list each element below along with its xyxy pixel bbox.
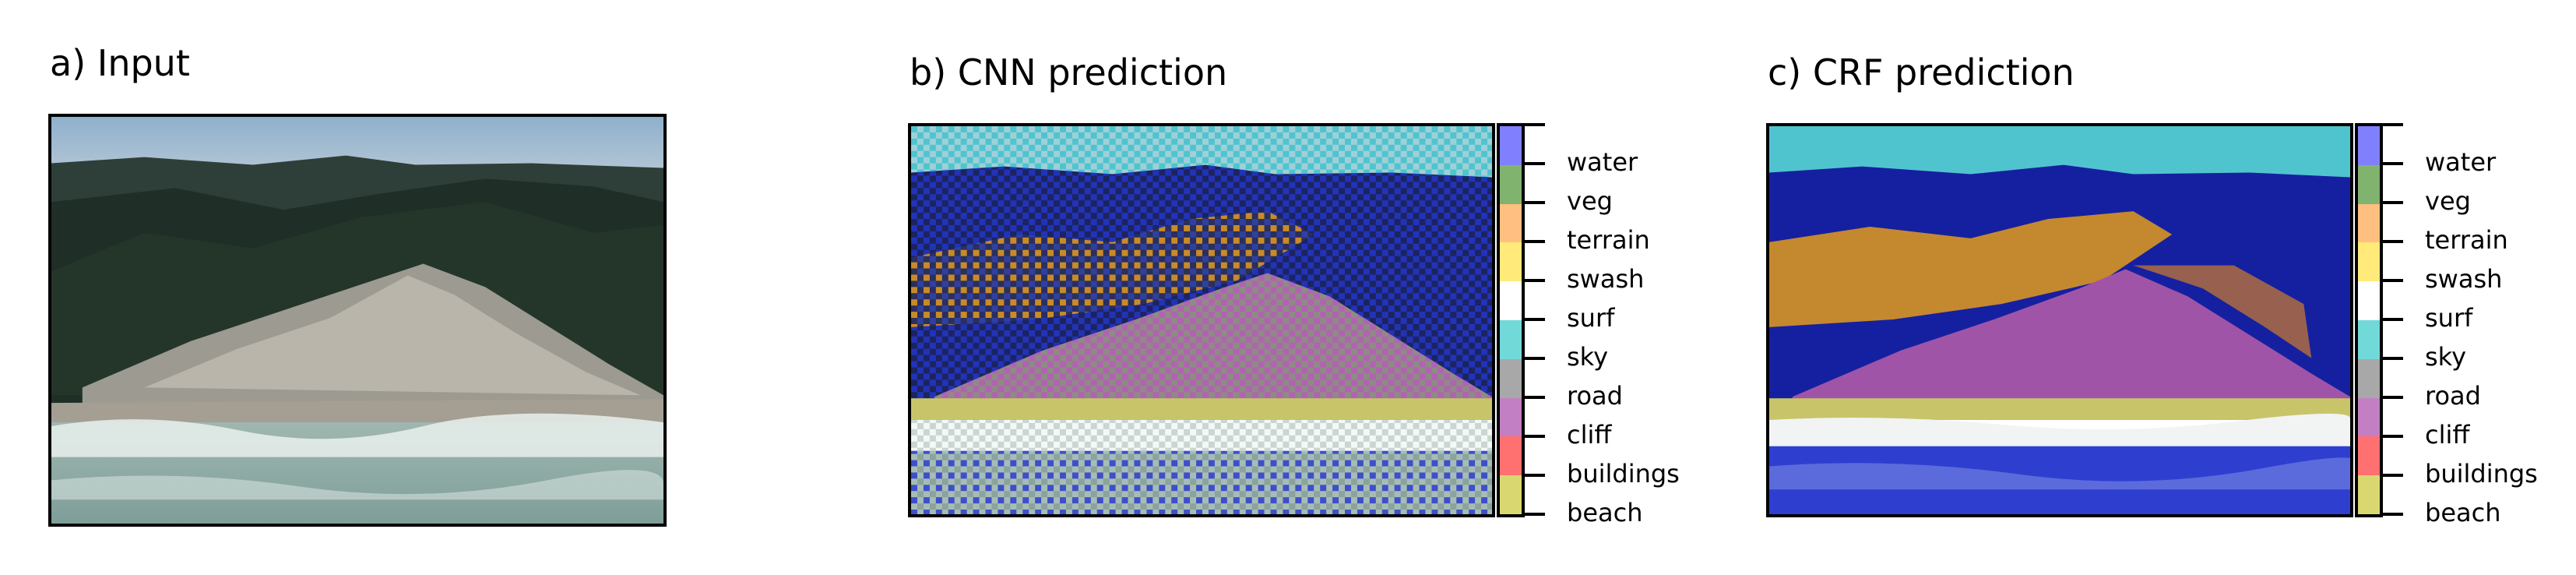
crf-colorbar-ticks: water veg terrain swash surf sky road cl…: [2383, 123, 2570, 527]
cnn-label-buildings: buildings: [1567, 459, 1680, 489]
cnn-swatch-veg: [1500, 164, 1522, 204]
crf-label-swash: swash: [2425, 264, 2503, 294]
crf-swatch-sky: [2358, 319, 2380, 359]
crf-label-sky: sky: [2425, 342, 2466, 372]
cnn-prediction-image: [908, 123, 1495, 517]
crf-label-terrain: terrain: [2425, 225, 2508, 255]
cnn-swatch-swash: [1500, 242, 1522, 282]
cnn-swatch-water: [1500, 126, 1522, 165]
crf-prediction-image: [1766, 123, 2353, 517]
crf-swatch-cliff: [2358, 397, 2380, 437]
cnn-label-sky: sky: [1567, 342, 1608, 372]
cnn-swatch-surf: [1500, 281, 1522, 320]
cnn-label-beach: beach: [1567, 498, 1643, 527]
cnn-colorbar: [1497, 123, 1525, 517]
crf-label-surf: surf: [2425, 303, 2473, 333]
cnn-label-cliff: cliff: [1567, 420, 1612, 450]
crf-swatch-terrain: [2358, 203, 2380, 243]
crf-label-beach: beach: [2425, 498, 2501, 527]
input-photo: [48, 114, 667, 527]
crf-label-veg: veg: [2425, 186, 2471, 216]
cnn-label-water: water: [1567, 147, 1638, 177]
crf-swatch-beach: [2358, 475, 2380, 514]
crf-swatch-surf: [2358, 281, 2380, 320]
panel-a-title: a) Input: [50, 42, 190, 84]
crf-label-water: water: [2425, 147, 2497, 177]
cnn-colorbar-ticks: water veg terrain swash surf sky road cl…: [1525, 123, 1712, 527]
panel-c-title: c) CRF prediction: [1768, 51, 2075, 93]
cnn-swatch-beach: [1500, 475, 1522, 514]
cnn-label-veg: veg: [1567, 186, 1613, 216]
cnn-label-road: road: [1567, 381, 1623, 411]
crf-label-road: road: [2425, 381, 2481, 411]
crf-label-cliff: cliff: [2425, 420, 2470, 450]
cnn-swatch-road: [1500, 358, 1522, 398]
crf-swatch-buildings: [2358, 436, 2380, 476]
crf-swatch-swash: [2358, 242, 2380, 282]
panel-b-title: b) CNN prediction: [910, 51, 1228, 93]
cnn-swatch-buildings: [1500, 436, 1522, 476]
crf-swatch-road: [2358, 358, 2380, 398]
crf-label-buildings: buildings: [2425, 459, 2538, 489]
crf-swatch-veg: [2358, 164, 2380, 204]
cnn-swatch-cliff: [1500, 397, 1522, 437]
crf-swatch-water: [2358, 126, 2380, 165]
cnn-label-terrain: terrain: [1567, 225, 1650, 255]
cnn-label-swash: swash: [1567, 264, 1645, 294]
cnn-swatch-terrain: [1500, 203, 1522, 243]
cnn-label-surf: surf: [1567, 303, 1615, 333]
crf-colorbar: [2355, 123, 2383, 517]
cnn-swatch-sky: [1500, 319, 1522, 359]
